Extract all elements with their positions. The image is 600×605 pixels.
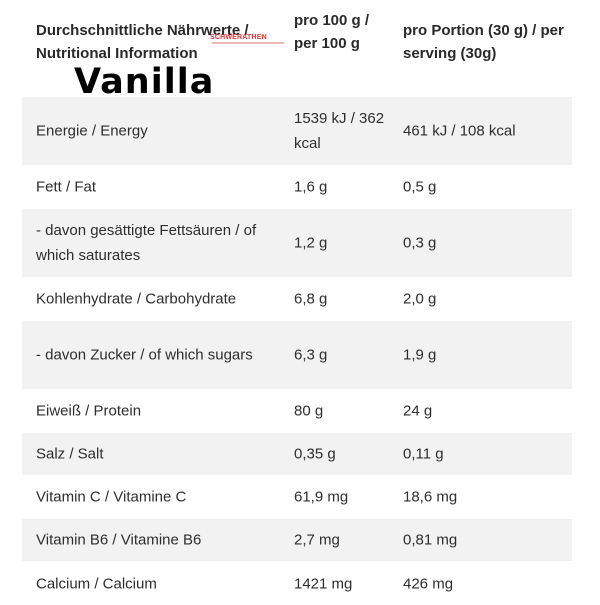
table-row: Fett / Fat 1,6 g 0,5 g [22,165,572,208]
nutrient-name: Fett / Fat [36,178,97,196]
nutrient-name: Calcium / Calcium [36,575,157,592]
value-per-100g: 2,7 mg [294,531,340,549]
header-per-100g: pro 100 g / per 100 g [294,12,370,52]
nutrient-name: Salz / Salt [36,445,104,463]
value-per-100g: 1421 mg [294,575,353,592]
value-per-serving: 18,6 mg [403,488,458,506]
table-row: Energie / Energy 1539 kJ / 362 kcal 461 … [22,96,572,165]
nutrient-name: Eiweiß / Protein [36,402,142,420]
header-nutrient-label: Durchschnittliche Nährwerte / Nutritiona… [36,22,249,62]
value-per-serving: 461 kJ / 108 kcal [403,122,516,140]
nutrient-name: Energie / Energy [36,122,148,140]
table-row: Salz / Salt 0,35 g 0,11 g [22,432,572,475]
nutrient-name: Vitamin C / Vitamine C [36,488,187,506]
header-per-serving: pro Portion (30 g) / per serving (30g) [403,22,564,62]
table-row: Vitamin B6 / Vitamine B6 2,7 mg 0,81 mg [22,518,572,561]
table-row: Kohlenhydrate / Carbohydrate 6,8 g 2,0 g [22,277,572,320]
table-row: - davon gesättigte Fettsäuren / of which… [22,208,572,277]
flavor-label: Vanilla [74,62,215,102]
brand-stamp-underline [212,42,284,44]
value-per-100g: 6,3 g [294,346,328,364]
value-per-serving: 0,81 mg [403,531,458,549]
value-per-100g: 80 g [294,402,324,420]
nutrient-name: - davon Zucker / of which sugars [36,346,253,364]
value-per-serving: 24 g [403,402,433,420]
value-per-serving: 0,3 g [403,234,437,252]
table-row: Eiweiß / Protein 80 g 24 g [22,389,572,432]
value-per-100g: 1539 kJ / 362 kcal [294,110,385,152]
table-header: Durchschnittliche Nährwerte / Nutritiona… [22,0,572,102]
value-per-100g: 6,8 g [294,290,328,308]
nutrition-table: Durchschnittliche Nährwerte / Nutritiona… [22,0,572,605]
value-per-serving: 0,5 g [403,178,437,196]
nutrient-name: Kohlenhydrate / Carbohydrate [36,290,237,308]
brand-stamp: SCHWERATHEN [210,34,267,41]
value-per-serving: 2,0 g [403,290,437,308]
table-row: Calcium / Calcium 1421 mg 426 mg [22,561,572,605]
nutrient-name: Vitamin B6 / Vitamine B6 [36,531,202,549]
value-per-100g: 1,2 g [294,234,328,252]
value-per-100g: 61,9 mg [294,488,349,506]
value-per-100g: 0,35 g [294,445,336,463]
nutrient-name: - davon gesättigte Fettsäuren / of which… [36,222,257,264]
value-per-serving: 1,9 g [403,346,437,364]
value-per-100g: 1,6 g [294,178,328,196]
table-row: - davon Zucker / of which sugars 6,3 g 1… [22,320,572,389]
value-per-serving: 426 mg [403,575,454,592]
value-per-serving: 0,11 g [403,445,444,463]
table-row: Vitamin C / Vitamine C 61,9 mg 18,6 mg [22,475,572,518]
